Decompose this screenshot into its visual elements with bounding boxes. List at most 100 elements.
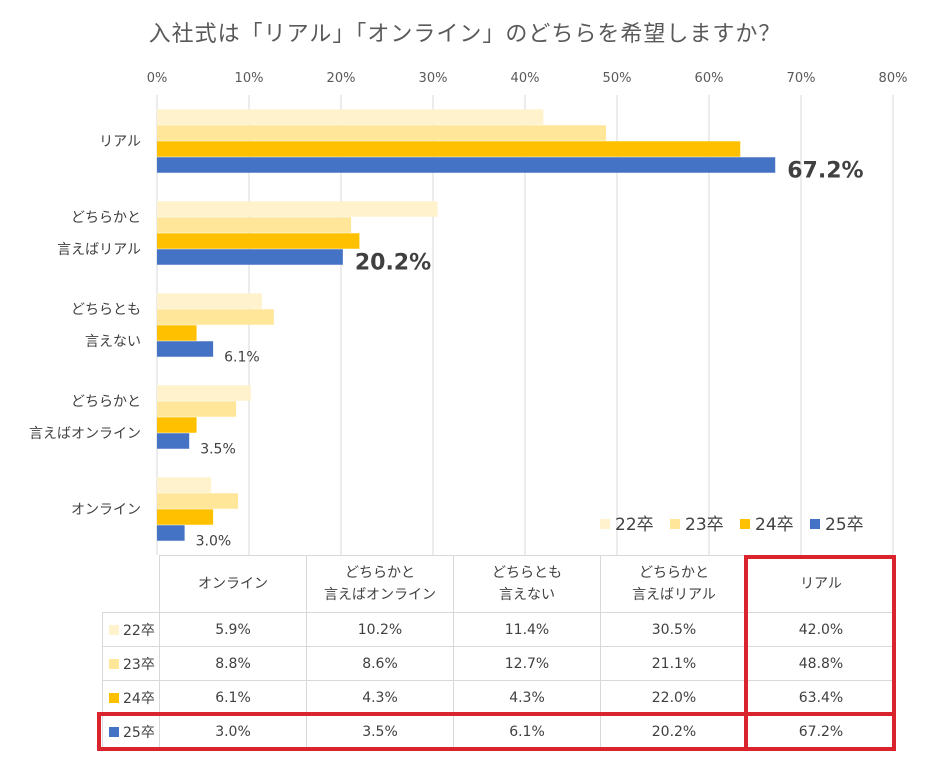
row-series-name: 24卒 bbox=[123, 690, 155, 707]
table-column-header: どちらかと言えばリアル bbox=[600, 555, 748, 613]
y-category-label: 言えばリアル bbox=[57, 242, 141, 258]
bar bbox=[157, 249, 343, 265]
x-tick-label: 10% bbox=[235, 71, 264, 86]
legend-swatch bbox=[740, 519, 750, 529]
column-header-line: どちらかと bbox=[639, 565, 709, 581]
legend-label: 25卒 bbox=[825, 515, 864, 535]
table-cell: 4.3% bbox=[306, 680, 454, 715]
data-labels: 67.2% 20.2% 6.1% 3.5% 3.0% bbox=[196, 158, 864, 549]
legend-key-icon bbox=[109, 726, 119, 737]
bar bbox=[157, 525, 185, 541]
bar bbox=[157, 233, 360, 249]
bar bbox=[157, 509, 214, 525]
legend-swatch bbox=[810, 519, 820, 529]
y-category-label: オンライン bbox=[71, 502, 141, 518]
data-label: 3.5% bbox=[200, 441, 236, 457]
table-cell: 30.5% bbox=[600, 612, 748, 647]
row-series-label: 22卒 bbox=[102, 612, 160, 647]
x-tick-label: 50% bbox=[603, 71, 632, 86]
bar bbox=[157, 157, 776, 173]
bar bbox=[157, 341, 214, 357]
column-header-line: 言えばリアル bbox=[632, 587, 716, 603]
x-tick-label: 30% bbox=[419, 71, 448, 86]
column-header-line: 言えばオンライン bbox=[324, 587, 436, 603]
y-category-label: どちらかと bbox=[71, 210, 141, 226]
row-series-label: 24卒 bbox=[102, 680, 160, 715]
y-category-label: 言えばオンライン bbox=[29, 426, 141, 442]
table-column-header: どちらかと言えばオンライン bbox=[306, 555, 454, 613]
table-cell: 21.1% bbox=[600, 646, 748, 681]
bar bbox=[157, 201, 438, 217]
table-cell: 12.7% bbox=[453, 646, 601, 681]
legend-swatch bbox=[600, 519, 610, 529]
bar bbox=[157, 217, 352, 233]
table-row: 23卒 8.8% 8.6% 12.7% 21.1% 48.8% bbox=[102, 646, 895, 681]
data-label: 67.2% bbox=[787, 158, 863, 183]
legend-label: 23卒 bbox=[685, 515, 724, 535]
column-header-line: オンライン bbox=[198, 576, 268, 592]
y-category-label: リアル bbox=[99, 134, 141, 150]
bar bbox=[157, 141, 741, 157]
table-cell: 3.0% bbox=[159, 714, 307, 749]
column-header-line: リアル bbox=[800, 576, 842, 592]
bar bbox=[157, 109, 544, 125]
table-column-header: どちらとも 言えない bbox=[453, 555, 601, 613]
bar bbox=[157, 401, 237, 417]
data-label: 6.1% bbox=[224, 349, 260, 365]
bar bbox=[157, 493, 238, 509]
bar bbox=[157, 293, 262, 309]
row-series-name: 23卒 bbox=[123, 656, 155, 673]
legend-key-icon bbox=[109, 624, 119, 635]
table-cell: 8.6% bbox=[306, 646, 454, 681]
row-series-name: 22卒 bbox=[123, 622, 155, 639]
highlight-25-row bbox=[97, 712, 896, 751]
bar bbox=[157, 417, 197, 433]
x-tick-label: 60% bbox=[695, 71, 724, 86]
legend-key-icon bbox=[109, 658, 119, 669]
table-row: 22卒 5.9% 10.2% 11.4% 30.5% 42.0% bbox=[102, 612, 895, 647]
x-tick-label: 40% bbox=[511, 71, 540, 86]
table-cell: 4.3% bbox=[453, 680, 601, 715]
column-header-line: どちらかと bbox=[345, 565, 415, 581]
row-series-label: 25卒 bbox=[102, 714, 160, 749]
column-header-line: どちらとも bbox=[492, 565, 562, 581]
table-column-header: オンライン bbox=[159, 555, 307, 613]
table-cell: 6.1% bbox=[453, 714, 601, 749]
column-header-line: 言えない bbox=[499, 587, 555, 603]
table-cell: 22.0% bbox=[600, 680, 748, 715]
row-series-name: 25卒 bbox=[123, 724, 155, 741]
x-tick-label: 20% bbox=[327, 71, 356, 86]
table-cell: 5.9% bbox=[159, 612, 307, 647]
data-label: 3.0% bbox=[196, 533, 232, 549]
legend-key-icon bbox=[109, 692, 119, 703]
y-category-label: どちらとも bbox=[71, 302, 141, 318]
table-cell: 6.1% bbox=[159, 680, 307, 715]
bar bbox=[157, 433, 190, 449]
legend-swatch bbox=[670, 519, 680, 529]
y-category-label: 言えない bbox=[85, 334, 141, 350]
table-row: 25卒 3.0% 3.5% 6.1% 20.2% 67.2% bbox=[102, 714, 895, 749]
bar-chart: 0% 10% 20% 30% 40% 50% 60% 70% 80% リアルどちらかと言えばリア… bbox=[29, 71, 908, 555]
bar bbox=[157, 125, 606, 141]
x-axis-ticks: 0% 10% 20% 30% 40% 50% 60% 70% 80% bbox=[147, 71, 908, 86]
x-tick-label: 0% bbox=[147, 71, 168, 86]
legend-label: 22卒 bbox=[615, 515, 654, 535]
row-series-label: 23卒 bbox=[102, 646, 160, 681]
bars bbox=[157, 109, 776, 541]
legend: 22卒 23卒 24卒 25卒 bbox=[600, 515, 864, 535]
table-corner bbox=[102, 555, 160, 613]
y-axis-labels: リアルどちらかと言えばリアルどちらとも言えないどちらかと言えばオンラインオンライ… bbox=[29, 134, 141, 518]
bar bbox=[157, 385, 251, 401]
x-tick-label: 80% bbox=[879, 71, 908, 86]
table-cell: 48.8% bbox=[747, 646, 895, 681]
y-category-label: どちらかと bbox=[71, 394, 141, 410]
table-cell: 11.4% bbox=[453, 612, 601, 647]
chart-title: 入社式は「リアル」「オンライン」のどちらを希望しますか？ bbox=[148, 22, 782, 47]
bar bbox=[157, 325, 197, 341]
table-cell: 10.2% bbox=[306, 612, 454, 647]
data-label: 20.2% bbox=[355, 250, 431, 275]
bar bbox=[157, 477, 212, 493]
x-tick-label: 70% bbox=[787, 71, 816, 86]
table-cell: 8.8% bbox=[159, 646, 307, 681]
legend-label: 24卒 bbox=[755, 515, 794, 535]
